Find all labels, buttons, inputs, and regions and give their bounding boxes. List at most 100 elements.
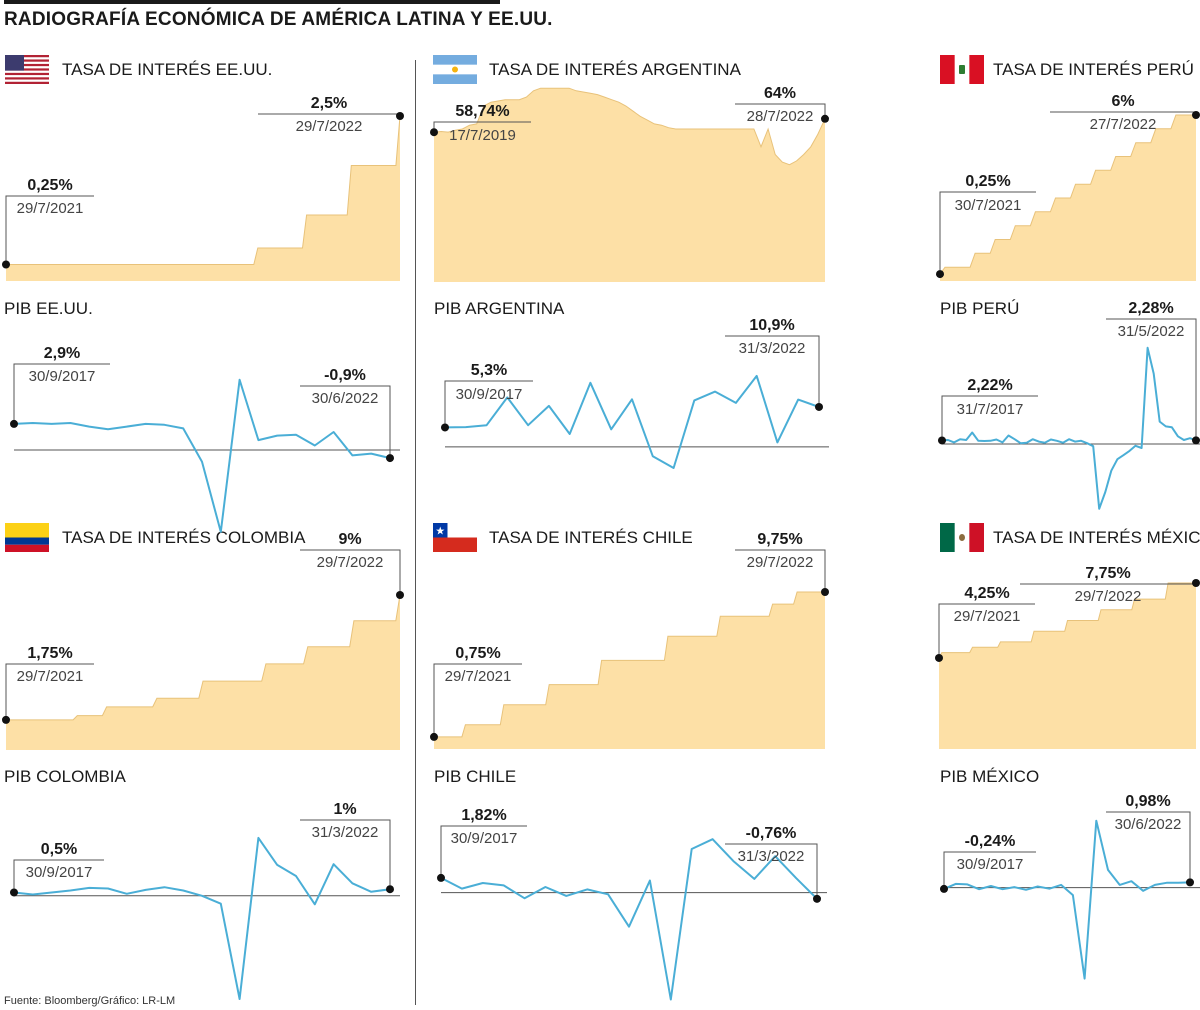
gdp_co-start-bracket bbox=[13, 859, 104, 893]
gdp_ar-start-value: 5,3% bbox=[471, 362, 507, 379]
gdp_mx-start-bracket bbox=[943, 851, 1036, 889]
gdp_pe-end-dot bbox=[1192, 436, 1200, 445]
rate_us-area bbox=[6, 116, 400, 281]
rate_cl-start-dot bbox=[430, 732, 438, 741]
rate_ar-end-value: 64% bbox=[764, 85, 796, 102]
rate_us-start-bracket bbox=[5, 195, 94, 265]
rate_mx-start-dot bbox=[935, 653, 943, 662]
rate_mx-start-bracket bbox=[938, 603, 1035, 658]
rate_co-start-value: 1,75% bbox=[27, 645, 72, 662]
rate_ar-area bbox=[434, 88, 825, 282]
gdp_mx-end-dot bbox=[1186, 878, 1194, 887]
chart-rate-us: 0,25% 29/7/2021 2,5% 29/7/2022 bbox=[2, 95, 404, 281]
rate_mx-end-value: 7,75% bbox=[1085, 565, 1130, 582]
gdp_ar-end-value: 10,9% bbox=[749, 317, 794, 334]
rate_pe-end-bracket bbox=[1050, 111, 1197, 115]
gdp_mx-series-line bbox=[943, 819, 1191, 980]
gdp_cl-start-date: 30/9/2017 bbox=[451, 830, 518, 847]
rate_pe-area-edge bbox=[939, 114, 1196, 275]
gdp_ar-end-dot bbox=[815, 402, 823, 411]
gdp_pe-start-date: 31/7/2017 bbox=[957, 401, 1024, 418]
gdp_cl-start-dot bbox=[437, 873, 445, 882]
gdp_pe-start-dot bbox=[938, 436, 946, 445]
rate_pe-start-date: 30/7/2021 bbox=[955, 197, 1022, 214]
gdp_mx-start-value: -0,24% bbox=[965, 833, 1016, 850]
rate_co-area-edge bbox=[6, 594, 401, 721]
chart-rate-cl: 0,75% 29/7/2021 9,75% 29/7/2022 bbox=[430, 531, 829, 749]
chart-gdp-us: 2,9% 30/9/2017 -0,9% 30/6/2022 bbox=[10, 345, 400, 533]
heading-rate-mx: TASA DE INTERÉS MÉXICO bbox=[993, 528, 1200, 547]
gdp_mx-end-value: 0,98% bbox=[1125, 793, 1170, 810]
rate_mx-area bbox=[939, 583, 1196, 749]
rate_ar-end-bracket bbox=[735, 103, 826, 119]
gdp_ar-end-date: 31/3/2022 bbox=[739, 340, 806, 357]
rate_us-end-date: 29/7/2022 bbox=[296, 118, 363, 135]
chart-rate-ar: 58,74% 17/7/2019 64% 28/7/2022 bbox=[430, 85, 829, 282]
gdp_us-end-dot bbox=[386, 454, 394, 463]
gdp_us-end-value: -0,9% bbox=[324, 367, 366, 384]
rate_cl-start-value: 0,75% bbox=[455, 645, 500, 662]
heading-rate-cl: TASA DE INTERÉS CHILE bbox=[489, 528, 693, 547]
rate_mx-start-value: 4,25% bbox=[964, 585, 1009, 602]
rate_ar-end-date: 28/7/2022 bbox=[747, 108, 814, 125]
gdp_ar-start-date: 30/9/2017 bbox=[456, 386, 523, 403]
heading-rate-ar: TASA DE INTERÉS ARGENTINA bbox=[489, 60, 741, 79]
gdp_ar-end-bracket bbox=[725, 335, 820, 407]
gdp_ar-series-line bbox=[444, 374, 820, 469]
us-flag-icon bbox=[5, 55, 49, 84]
gdp_pe-end-bracket bbox=[1106, 318, 1197, 441]
rate_co-end-bracket bbox=[300, 549, 401, 595]
chart-gdp-co: 0,5% 30/9/2017 1% 31/3/2022 bbox=[10, 801, 400, 1000]
gdp_mx-end-bracket bbox=[1106, 811, 1191, 883]
heading-gdp-us: PIB EE.UU. bbox=[4, 299, 93, 318]
argentina-flag-icon bbox=[433, 55, 477, 84]
gdp_pe-start-bracket bbox=[941, 395, 1038, 441]
rate_cl-area-edge bbox=[434, 591, 825, 738]
gdp_us-end-date: 30/6/2022 bbox=[312, 390, 379, 407]
gdp_pe-series-line bbox=[941, 346, 1197, 510]
chart-gdp-cl: 1,82% 30/9/2017 -0,76% 31/3/2022 bbox=[437, 807, 827, 1001]
rate_cl-area bbox=[434, 592, 825, 749]
rate_co-end-date: 29/7/2022 bbox=[317, 554, 384, 571]
rate_pe-end-value: 6% bbox=[1111, 93, 1134, 110]
chart-rate-pe: 0,25% 30/7/2021 6% 27/7/2022 bbox=[936, 93, 1200, 281]
rate_us-end-value: 2,5% bbox=[311, 95, 347, 112]
gdp_cl-end-bracket bbox=[725, 843, 818, 899]
colombia-flag-icon bbox=[5, 523, 49, 552]
gdp_mx-start-dot bbox=[940, 884, 948, 893]
peru-flag-icon bbox=[940, 55, 984, 84]
rate_cl-end-dot bbox=[821, 588, 829, 596]
rate_pe-start-dot bbox=[936, 270, 944, 279]
rate_cl-end-value: 9,75% bbox=[757, 531, 802, 548]
chile-flag-icon bbox=[433, 523, 477, 552]
rate_pe-end-dot bbox=[1192, 111, 1200, 119]
heading-gdp-cl: PIB CHILE bbox=[434, 767, 517, 786]
rate_pe-start-bracket bbox=[939, 191, 1036, 275]
chart-gdp-ar: 5,3% 30/9/2017 10,9% 31/3/2022 bbox=[441, 317, 829, 469]
gdp_us-start-bracket bbox=[13, 363, 110, 424]
heading-gdp-ar: PIB ARGENTINA bbox=[434, 299, 565, 318]
top-rule bbox=[4, 0, 500, 4]
heading-gdp-mx: PIB MÉXICO bbox=[940, 767, 1040, 786]
rate_mx-area-edge bbox=[938, 582, 1196, 659]
gdp_co-end-date: 31/3/2022 bbox=[312, 824, 379, 841]
rate_us-end-bracket bbox=[258, 113, 401, 116]
gdp_cl-end-date: 31/3/2022 bbox=[738, 848, 805, 865]
gdp_co-series-line bbox=[13, 836, 391, 1000]
mexico-flag-icon bbox=[940, 523, 984, 552]
column-divider bbox=[415, 60, 416, 1005]
rate_co-start-date: 29/7/2021 bbox=[17, 668, 84, 685]
gdp_co-start-dot bbox=[10, 888, 18, 897]
gdp_us-start-value: 2,9% bbox=[44, 345, 80, 362]
rate_us-start-value: 0,25% bbox=[27, 177, 72, 194]
chart-gdp-mx: -0,24% 30/9/2017 0,98% 30/6/2022 bbox=[940, 793, 1200, 980]
rate_ar-area-edge bbox=[433, 87, 826, 166]
chart-rate-mx: 4,25% 29/7/2021 7,75% 29/7/2022 bbox=[935, 565, 1200, 749]
source-note: Fuente: Bloomberg/Gráfico: LR-LM bbox=[4, 995, 176, 1007]
rate_co-start-bracket bbox=[5, 663, 94, 720]
gdp_pe-start-value: 2,22% bbox=[967, 377, 1012, 394]
gdp_co-end-value: 1% bbox=[333, 801, 356, 818]
rate_ar-start-date: 17/7/2019 bbox=[449, 127, 516, 144]
rate_co-start-dot bbox=[2, 715, 10, 724]
gdp_cl-end-dot bbox=[813, 894, 821, 903]
